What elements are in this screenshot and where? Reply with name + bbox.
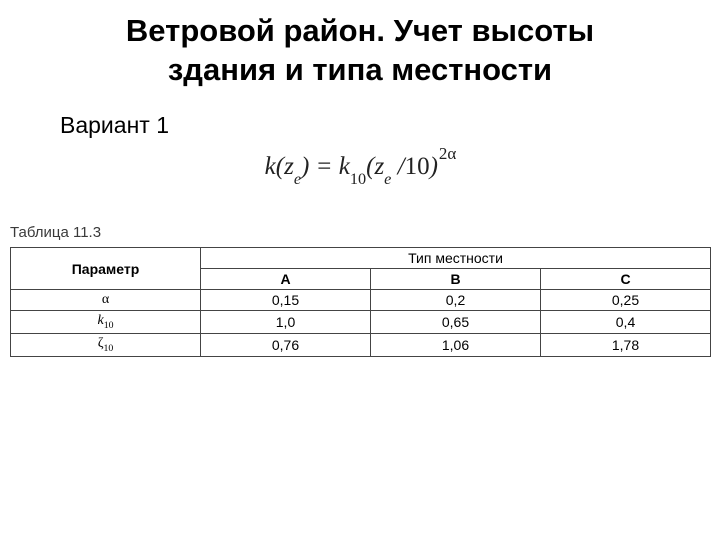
header-col-c: C	[541, 269, 711, 290]
header-col-a: A	[201, 269, 371, 290]
value-cell: 0,2	[371, 290, 541, 311]
param-cell: k10	[11, 311, 201, 334]
table-header-row-1: Параметр Тип местности	[11, 248, 711, 269]
table-row: α0,150,20,25	[11, 290, 711, 311]
value-cell: 0,65	[371, 311, 541, 334]
table-body: α0,150,20,25k101,00,650,4ζ100,761,061,78	[11, 290, 711, 357]
formula-exponent: 2α	[439, 144, 456, 163]
formula-sub-e1: e	[294, 170, 301, 188]
value-cell: 1,06	[371, 334, 541, 357]
value-cell: 0,15	[201, 290, 371, 311]
table-row: ζ100,761,061,78	[11, 334, 711, 357]
header-col-b: B	[371, 269, 541, 290]
formula-k: k	[265, 153, 276, 180]
table-row: k101,00,650,4	[11, 311, 711, 334]
formula-sub-e2: e	[384, 170, 391, 188]
value-cell: 1,0	[201, 311, 371, 334]
title-line-1: Ветровой район. Учет высоты	[126, 13, 594, 48]
formula: k(ze) = k10(ze /10)2α	[265, 153, 456, 185]
page-title: Ветровой район. Учет высоты здания и тип…	[20, 0, 700, 90]
value-cell: 0,76	[201, 334, 371, 357]
header-parameter: Параметр	[11, 248, 201, 290]
formula-lparen1: (	[276, 153, 284, 180]
value-cell: 0,4	[541, 311, 711, 334]
formula-10-2: 10	[405, 153, 430, 180]
params-table: Параметр Тип местности A B C α0,150,20,2…	[10, 247, 711, 357]
value-cell: 1,78	[541, 334, 711, 357]
formula-block: k(ze) = k10(ze /10)2α	[0, 153, 720, 185]
value-cell: 0,25	[541, 290, 711, 311]
title-line-2: здания и типа местности	[168, 52, 552, 87]
param-cell: ζ10	[11, 334, 201, 357]
formula-sub-10-1: 10	[350, 170, 366, 188]
table-caption: Таблица 11.3	[10, 224, 720, 241]
header-terrain-group: Тип местности	[201, 248, 711, 269]
formula-eq: =	[309, 153, 338, 180]
formula-exp-alpha: α	[447, 144, 456, 163]
formula-z2: z	[374, 153, 384, 180]
formula-rparen2: )	[430, 153, 438, 180]
formula-z: z	[284, 153, 294, 180]
formula-k2: k	[339, 153, 350, 180]
variant-label: Вариант 1	[60, 112, 720, 139]
formula-slash: /	[391, 153, 404, 180]
param-cell: α	[11, 290, 201, 311]
